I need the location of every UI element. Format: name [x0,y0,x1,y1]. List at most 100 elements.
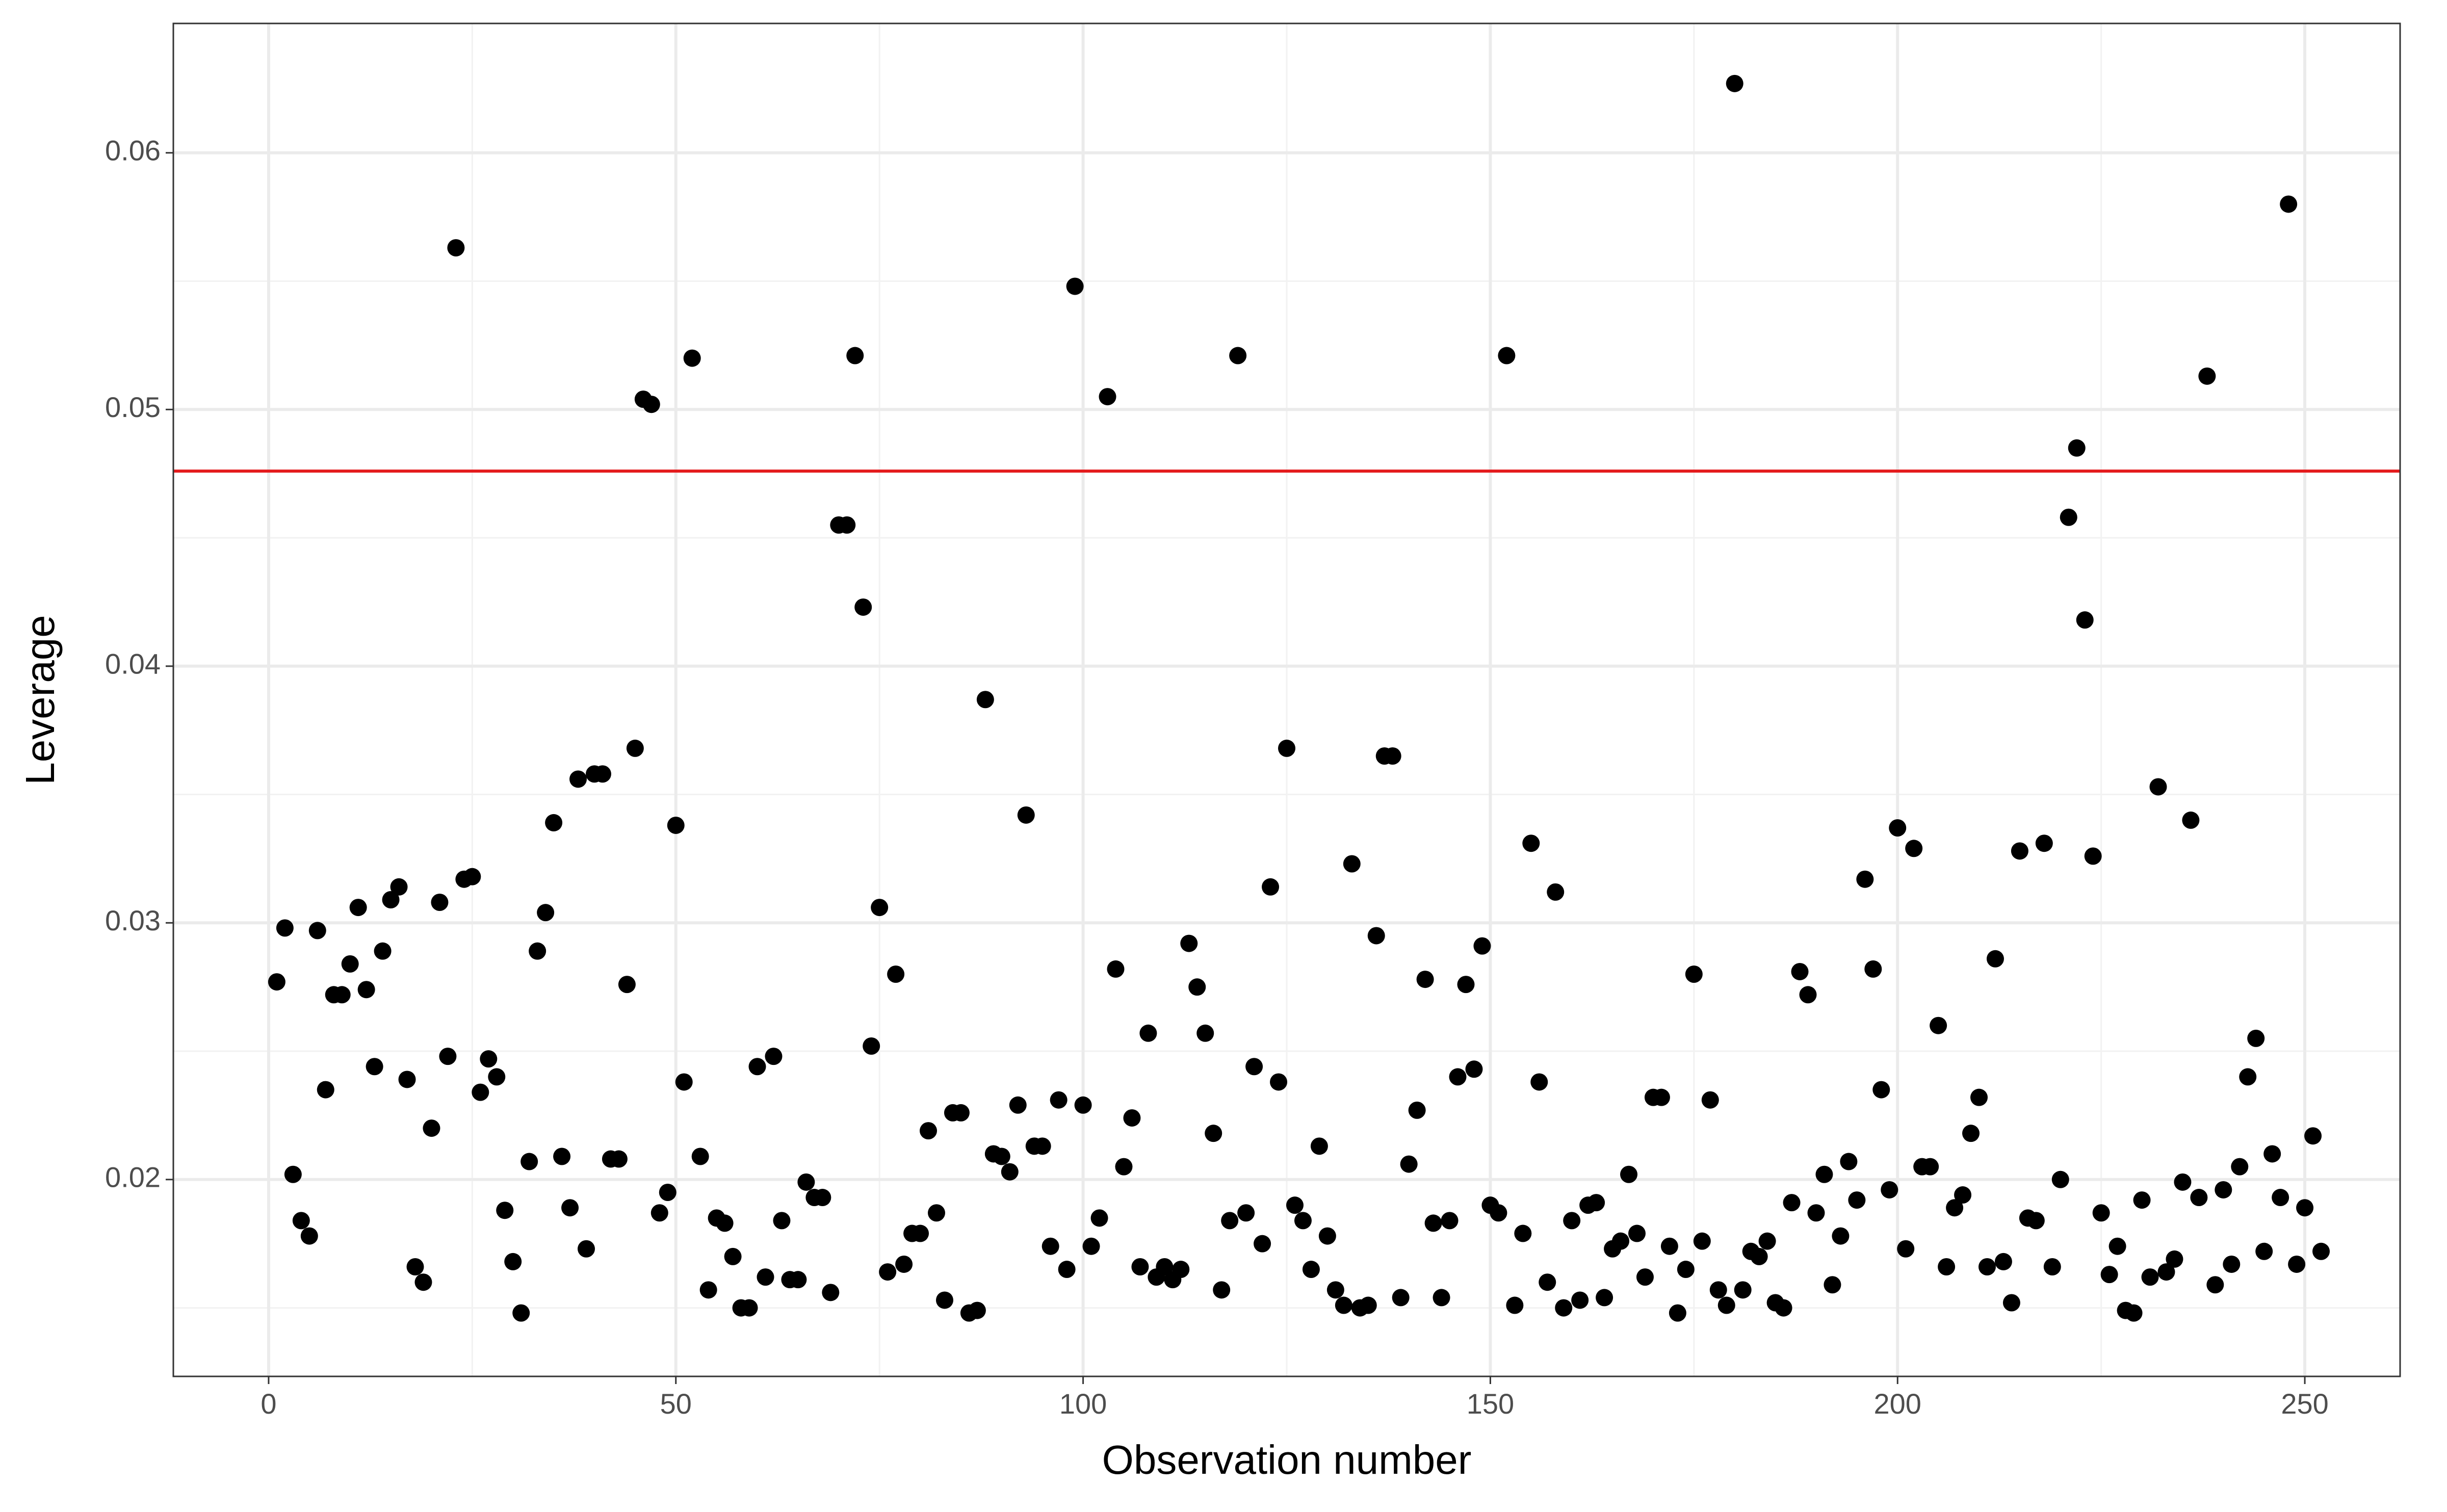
point [1367,927,1385,945]
point [1970,1088,1988,1106]
point [1302,1261,1320,1279]
point [1107,960,1125,978]
point [650,1204,668,1222]
point [488,1068,506,1086]
point [578,1240,595,1258]
point [1693,1232,1711,1250]
point [1848,1191,1866,1209]
point [2182,811,2200,829]
point [1433,1289,1450,1307]
point [2125,1304,2143,1322]
point [1457,976,1475,994]
point [642,396,660,413]
point [414,1273,432,1291]
point [1449,1068,1467,1086]
point [1310,1137,1328,1155]
point [1424,1214,1442,1232]
point [610,1150,628,1168]
point [691,1148,709,1165]
point [480,1050,498,1068]
point [2174,1173,2192,1191]
point [1986,950,2004,968]
y-tick-label: 0.05 [105,391,161,423]
point [1196,1024,1214,1042]
point [1522,835,1540,852]
point [1734,1281,1752,1299]
point [1172,1261,1190,1279]
point [1416,971,1434,988]
point [1905,840,1923,857]
point [2060,508,2077,526]
point [2304,1127,2322,1145]
point [1441,1212,1459,1230]
point [357,981,375,999]
point [683,349,701,367]
point [439,1048,457,1065]
point [1009,1096,1027,1114]
point [1824,1276,1841,1294]
point [895,1255,913,1273]
point [935,1291,953,1309]
point [626,739,644,757]
point [1897,1240,1915,1258]
point [1815,1165,1833,1183]
point [349,899,367,917]
point [2263,1145,2281,1163]
point [871,899,889,917]
point [284,1165,302,1183]
point [2255,1242,2273,1260]
y-tick-label: 0.03 [105,904,161,936]
point [1058,1261,1076,1279]
point [1042,1237,1059,1255]
point [2231,1158,2249,1176]
point [814,1189,831,1207]
point [472,1083,489,1101]
point [1188,978,1206,996]
point [1359,1296,1377,1314]
point [1717,1296,1735,1314]
point [1205,1125,1222,1142]
point [545,814,563,831]
point [1555,1299,1573,1317]
point [2011,842,2028,860]
point [569,770,587,788]
point [1245,1058,1263,1076]
point [276,919,294,937]
point [333,986,351,1004]
y-tick-label: 0.06 [105,135,161,167]
point [1400,1155,1418,1173]
point [1326,1281,1344,1299]
point [1090,1209,1108,1227]
point [447,239,465,257]
panel-border [172,22,2401,1377]
x-tick-label: 250 [2281,1388,2328,1420]
point [1832,1227,1850,1245]
point [268,973,285,991]
point [1775,1299,1792,1317]
point [593,765,611,783]
point [1930,1016,1947,1034]
point [512,1304,530,1322]
point [1547,883,1565,901]
point [1221,1212,1239,1230]
point [1701,1091,1719,1109]
point [1660,1237,1678,1255]
point [423,1119,440,1137]
point [1978,1258,1996,1276]
point [1563,1212,1581,1230]
point [1017,806,1035,824]
x-tick-label: 50 [660,1388,692,1420]
point [2076,611,2094,629]
point [838,516,856,534]
point [1539,1273,1556,1291]
point [1115,1158,1133,1176]
point [537,904,555,922]
x-tick-label: 150 [1467,1388,1514,1420]
point [1237,1204,1255,1222]
point [1262,878,1280,896]
point [1490,1204,1507,1222]
point [675,1073,693,1091]
point [765,1048,783,1065]
y-tick-label: 0.04 [105,648,161,680]
point [1628,1224,1646,1242]
